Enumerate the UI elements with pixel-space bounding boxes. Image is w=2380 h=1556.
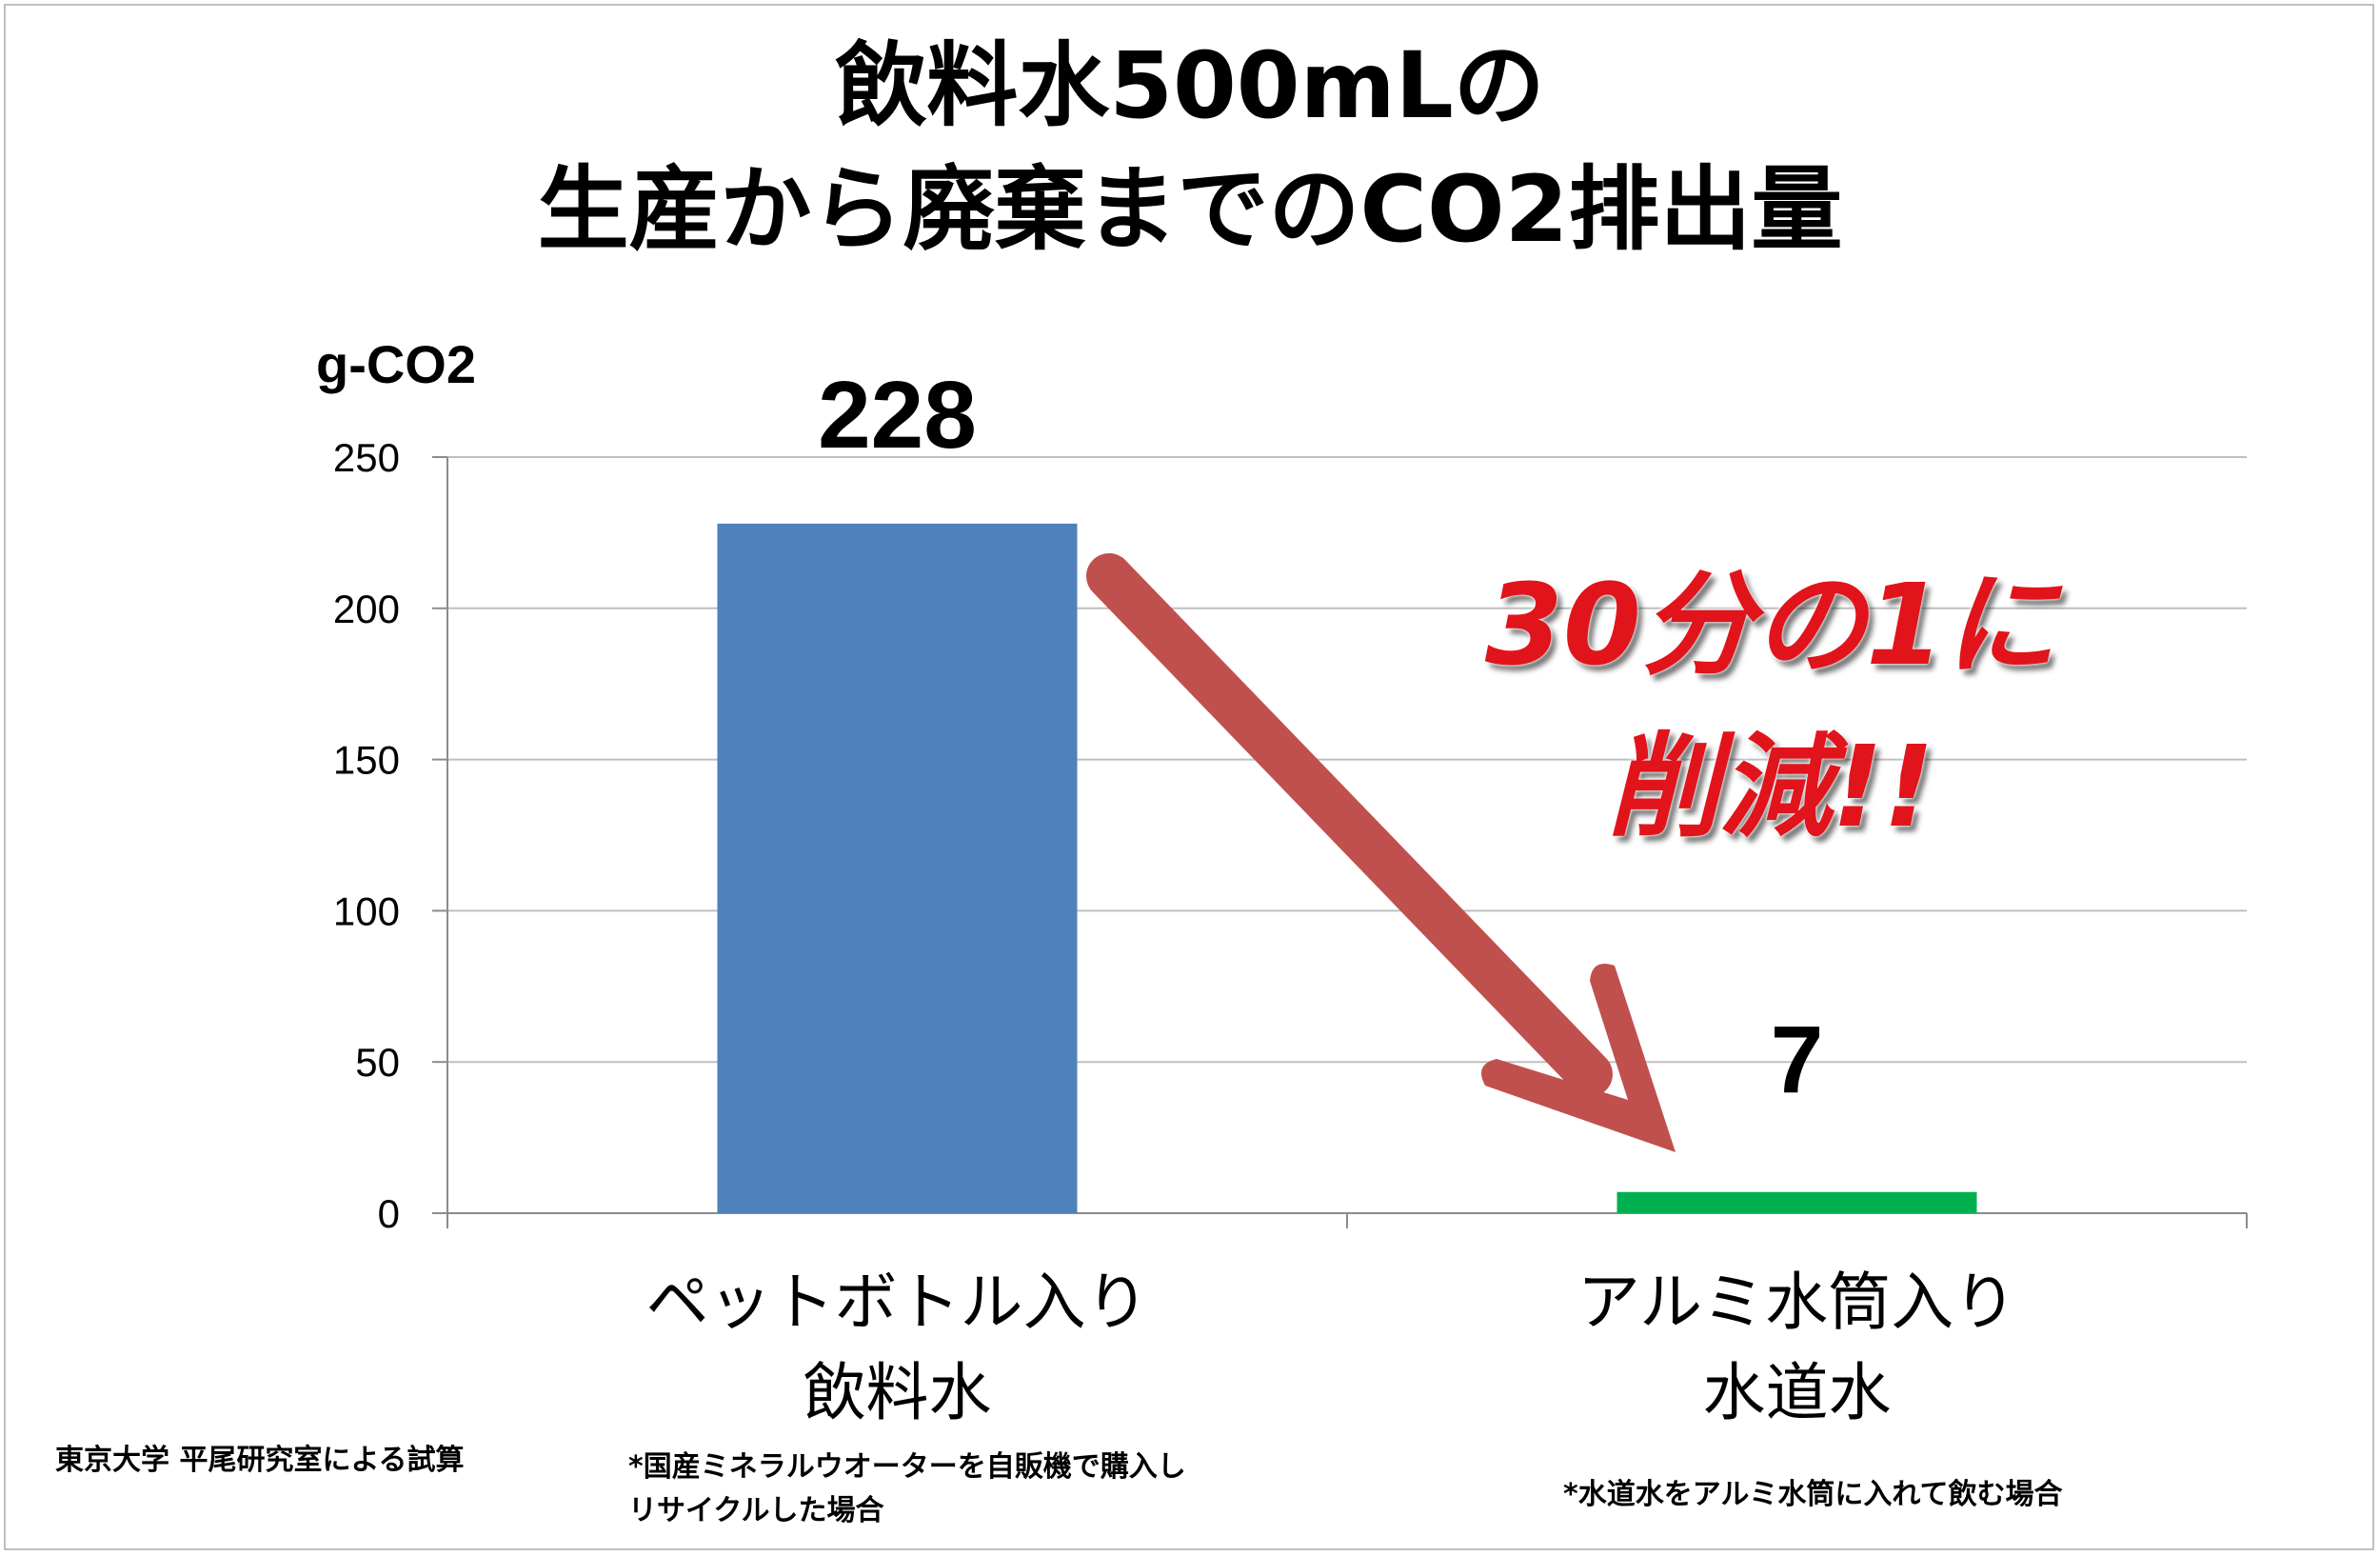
category-label: 水道水 — [1703, 1356, 1892, 1429]
source-credit: 東京大学 平尾研究室による試算 — [55, 1444, 465, 1477]
y-axis-label: g-CO2 — [316, 334, 476, 394]
footnote-tap-water: *水道水をアルミ水筒に入れて飲む場合 — [1563, 1478, 2063, 1511]
footnote-pet-bottle: *国産ミネラルウオーターを自販機で購入し リサイクルした場合 — [628, 1446, 1186, 1533]
arrow-shaft — [1086, 553, 1613, 1097]
y-tick-label: 250 — [333, 435, 400, 480]
callout-reduction-line1: 30分の1に — [1484, 559, 2057, 690]
callout-reduction-line2: 削減!! — [1607, 721, 1934, 852]
bar-1 — [717, 523, 1078, 1213]
chart-title-line1: 飲料水500mLの — [835, 32, 1545, 139]
data-label-1: 228 — [818, 362, 977, 469]
y-tick-label: 100 — [333, 888, 400, 933]
y-tick-label: 50 — [355, 1040, 400, 1085]
chart-title-line2: 生産から廃棄までのCO2排出量 — [537, 156, 1843, 263]
arrow-head — [1481, 964, 1676, 1152]
y-tick-label: 200 — [333, 587, 400, 631]
slide-frame — [4, 4, 2374, 1550]
category-label: 飲料水 — [803, 1356, 992, 1429]
bar-2 — [1616, 1191, 1977, 1213]
y-tick-label: 0 — [378, 1191, 400, 1236]
y-tick-label: 150 — [333, 738, 400, 783]
data-label-2: 7 — [1771, 1007, 1824, 1113]
category-label: ペットボトル入り — [646, 1266, 1149, 1339]
reduction-arrow — [1086, 553, 1676, 1152]
category-label: アルミ水筒入り — [1577, 1266, 2016, 1339]
footnote-pet-bottle-line1: *国産ミネラルウオーターを自販機で購入し — [628, 1450, 1186, 1484]
footnote-pet-bottle-line2: リサイクルした場合 — [628, 1494, 884, 1527]
